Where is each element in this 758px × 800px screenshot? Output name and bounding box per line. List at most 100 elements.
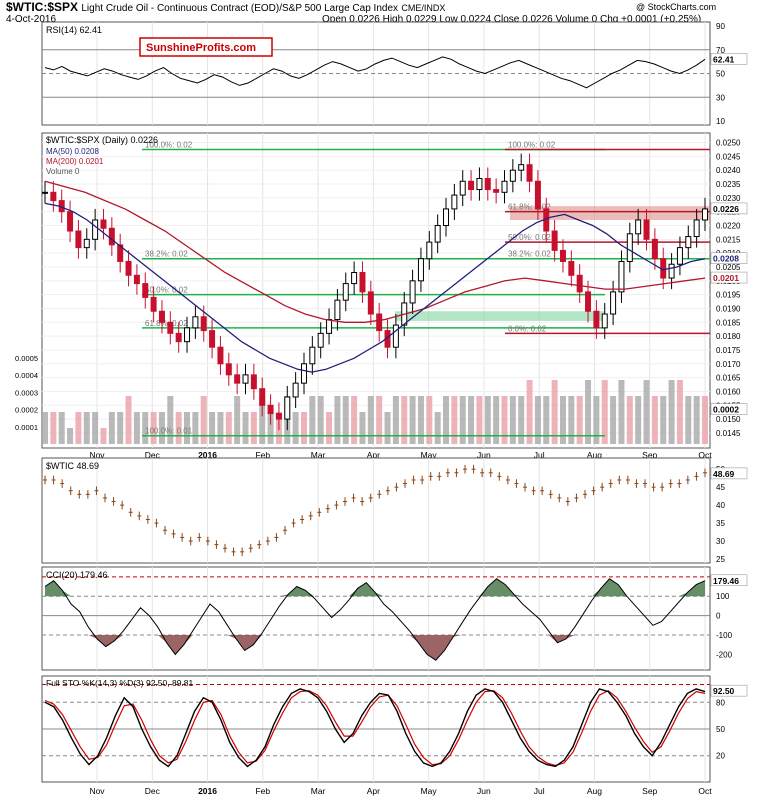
volume-bar xyxy=(434,412,441,444)
volume-bar xyxy=(685,396,692,444)
fib-annotation: 100.0%: 0.02 xyxy=(145,140,193,149)
volume-bar xyxy=(334,396,341,444)
volume-bar xyxy=(234,396,241,444)
volume-last-value: 0.0002 xyxy=(713,405,739,415)
x-axis-label: Sep xyxy=(642,786,657,796)
volume-bar xyxy=(50,412,57,444)
volume-bar xyxy=(693,396,700,444)
volume-bar xyxy=(217,412,224,444)
cci-last-value-bg xyxy=(710,574,748,587)
candle-body xyxy=(392,324,399,348)
candle-body xyxy=(309,346,316,365)
candle-body xyxy=(300,363,307,384)
volume-bar xyxy=(92,412,99,444)
volume-bar xyxy=(351,396,358,444)
wtic-tick-label: 45 xyxy=(716,483,725,492)
volume-bar xyxy=(534,396,541,444)
cci-legend: CCI(20) 179.46 xyxy=(46,570,108,580)
candle-body xyxy=(50,191,57,202)
candle-body xyxy=(334,299,341,321)
volume-tick-label: 0.0004 xyxy=(15,371,38,380)
volume-tick-label: 0.0005 xyxy=(15,354,38,363)
volume-bar xyxy=(75,412,82,444)
candle-body xyxy=(92,219,99,240)
price-tick-label: 0.0175 xyxy=(716,346,741,355)
volume-bar xyxy=(451,396,458,444)
candle-body xyxy=(175,332,182,343)
ohlc-readout: Open 0.0226 High 0.0229 Low 0.0224 Close… xyxy=(322,14,702,25)
price-tick-label: 0.0245 xyxy=(716,152,741,161)
fib-annotation: 61.8%: 0.02 xyxy=(145,319,188,328)
cci-frame xyxy=(41,566,711,671)
volume-bar xyxy=(417,396,424,444)
volume-bar xyxy=(643,380,650,444)
fib-annotation: 38.2%: 0.02 xyxy=(508,250,551,259)
volume-bar xyxy=(551,380,558,444)
symbol: $WTIC:$SPX xyxy=(6,0,79,14)
price-tick-label: 0.0185 xyxy=(716,318,741,327)
price-x-label: Jul xyxy=(534,450,545,460)
volume-bar xyxy=(125,396,132,444)
price-x-label: Jun xyxy=(477,450,491,460)
volume-bar xyxy=(309,396,316,444)
candle-body xyxy=(601,313,608,329)
volume-bar xyxy=(509,396,516,444)
price-tick-label: 0.0240 xyxy=(716,166,741,175)
price-tick-label: 0.0165 xyxy=(716,374,741,383)
rsi-tick-label: 70 xyxy=(716,46,725,55)
volume-bar xyxy=(484,396,491,444)
price-tick-label: 0.0215 xyxy=(716,235,741,244)
price-tick-label: 0.0195 xyxy=(716,291,741,300)
volume-bar xyxy=(259,396,266,444)
candle-body xyxy=(526,164,533,182)
candle-body xyxy=(150,296,157,312)
rsi-line xyxy=(44,56,706,89)
volume-bar xyxy=(676,380,683,444)
sto-k-line xyxy=(44,688,706,768)
price-tick-label: 0.0235 xyxy=(716,180,741,189)
fib-annotation: 50.0%: 0.02 xyxy=(508,233,551,242)
candle-body xyxy=(275,413,282,420)
volume-bar xyxy=(526,380,533,444)
candle-body xyxy=(133,274,140,285)
fib-annotation: 100.0%: 0.02 xyxy=(508,140,556,149)
chart-header-symbol: $WTIC:$SPX Light Crude Oil - Continuous … xyxy=(6,0,445,14)
volume-bar xyxy=(585,380,592,444)
cci-tick-label: -100 xyxy=(716,631,733,640)
x-axis-label: Nov xyxy=(89,786,105,796)
volume-bar xyxy=(468,396,475,444)
volume-bar xyxy=(359,412,366,444)
price-tick-label: 0.0190 xyxy=(716,304,741,313)
sto-last-value-bg xyxy=(710,684,748,697)
watermark-box xyxy=(139,37,273,57)
candle-body xyxy=(693,219,700,238)
volume-bar xyxy=(559,396,566,444)
sto-last-value: 92.50 xyxy=(713,686,735,696)
price-x-label: Mar xyxy=(311,450,326,460)
volume-bar xyxy=(392,396,399,444)
candle-body xyxy=(217,346,224,365)
candle-body xyxy=(451,194,458,210)
cci-tick-label: 100 xyxy=(716,592,730,601)
candle-body xyxy=(359,272,366,293)
volume-bar xyxy=(610,396,617,444)
volume-bar xyxy=(184,412,191,444)
candle-body xyxy=(585,291,592,312)
price-tick-label: 0.0250 xyxy=(716,139,741,148)
candle-body xyxy=(518,164,525,171)
price-tick-label: 0.0145 xyxy=(716,429,741,438)
volume-bar xyxy=(660,396,667,444)
chart-date: 4-Oct-2016 xyxy=(6,14,57,25)
volume-bar xyxy=(150,412,157,444)
candle-body xyxy=(42,191,48,194)
resistance-zone xyxy=(510,206,710,220)
price-x-label: 2016 xyxy=(198,450,217,460)
volume-bar xyxy=(200,396,207,444)
volume-last-value-bg xyxy=(710,403,748,415)
volume-bar xyxy=(518,396,525,444)
candle-body xyxy=(351,272,358,285)
cci-tick-label: 0 xyxy=(716,612,721,621)
candle-body xyxy=(434,225,441,243)
candle-body xyxy=(125,260,132,276)
sto-tick-label: 20 xyxy=(716,752,725,761)
